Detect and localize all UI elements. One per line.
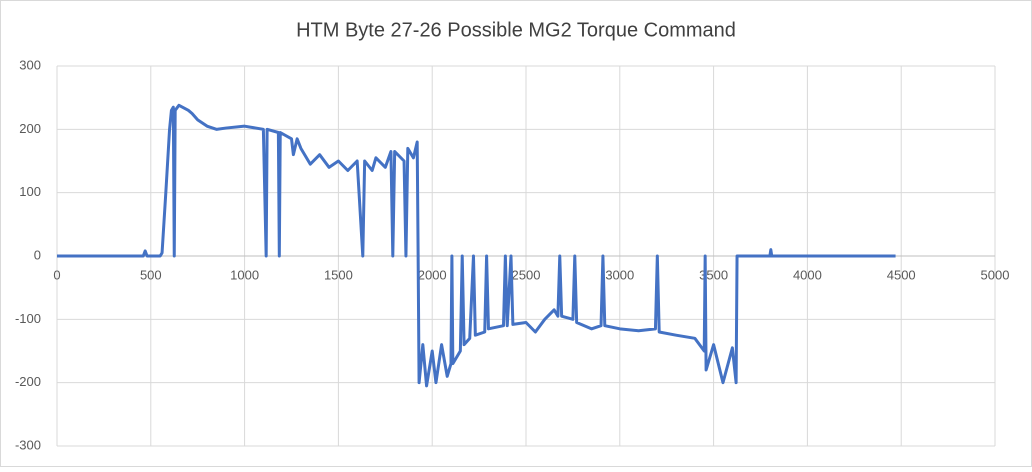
data-line: [57, 103, 896, 388]
x-tick-label: 2000: [418, 267, 447, 282]
y-tick-label: -200: [15, 374, 41, 389]
x-tick-label: 1500: [324, 267, 353, 282]
y-tick-label: 0: [34, 247, 41, 262]
x-tick-label: 3000: [605, 267, 634, 282]
y-tick-label: 100: [19, 184, 41, 199]
x-tick-label: 1000: [230, 267, 259, 282]
x-tick-label: 0: [53, 267, 60, 282]
y-tick-label: -300: [15, 437, 41, 452]
x-tick-label: 500: [140, 267, 162, 282]
x-tick-label: 2500: [512, 267, 541, 282]
chart-title: HTM Byte 27-26 Possible MG2 Torque Comma…: [296, 19, 736, 41]
y-tick-label: 300: [19, 57, 41, 72]
y-tick-label: -100: [15, 311, 41, 326]
y-tick-label: 200: [19, 121, 41, 136]
x-tick-label: 4000: [793, 267, 822, 282]
x-tick-label: 4500: [887, 267, 916, 282]
x-tick-label: 5000: [981, 267, 1010, 282]
